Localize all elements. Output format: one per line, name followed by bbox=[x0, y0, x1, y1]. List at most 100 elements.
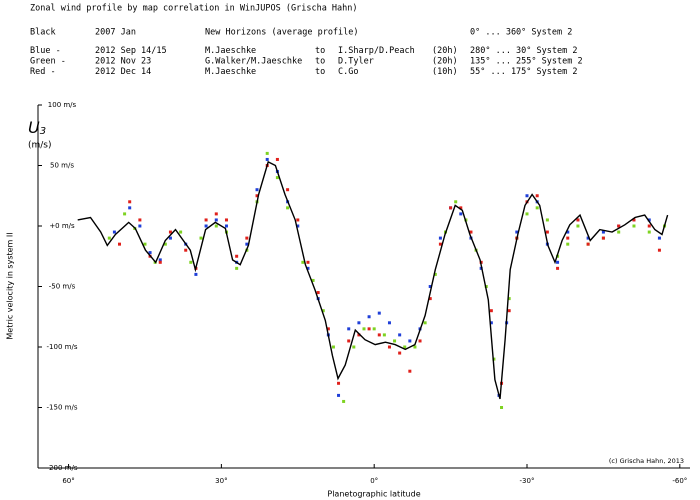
data-point bbox=[647, 224, 651, 228]
profile-line bbox=[77, 160, 669, 400]
data-point bbox=[275, 176, 279, 180]
data-point bbox=[535, 206, 539, 210]
data-point bbox=[601, 230, 605, 234]
chart-title: Zonal wind profile by map correlation in… bbox=[30, 4, 358, 14]
data-point bbox=[438, 236, 442, 240]
data-point bbox=[128, 200, 132, 204]
data-point bbox=[107, 236, 111, 240]
data-point bbox=[423, 321, 427, 325]
header-cell: 2012 Nov 23 bbox=[95, 57, 151, 67]
data-point bbox=[413, 345, 417, 349]
header-cell: (10h) bbox=[432, 67, 458, 77]
x-axis-label: Planetographic latitude bbox=[327, 490, 420, 499]
y-tick-label: -200 m/s bbox=[47, 464, 78, 472]
data-point bbox=[214, 218, 218, 222]
data-point bbox=[347, 339, 351, 343]
data-point bbox=[128, 206, 132, 210]
data-point bbox=[214, 212, 218, 216]
data-point bbox=[123, 212, 127, 216]
data-point bbox=[138, 224, 142, 228]
data-point bbox=[306, 266, 310, 270]
data-point bbox=[657, 248, 661, 252]
data-point bbox=[357, 333, 361, 337]
header-cell: Red - bbox=[30, 67, 56, 77]
header-cell: (20h) bbox=[432, 57, 458, 67]
data-point bbox=[525, 194, 529, 198]
data-point bbox=[647, 230, 651, 234]
header-cell: New Horizons (average profile) bbox=[205, 28, 359, 38]
credit: (c) Grischa Hahn, 2013 bbox=[609, 457, 684, 465]
data-point bbox=[566, 230, 570, 234]
data-point bbox=[566, 236, 570, 240]
header-cell: 2007 Jan bbox=[95, 28, 136, 38]
data-point bbox=[647, 218, 651, 222]
data-point bbox=[316, 291, 320, 295]
data-point bbox=[454, 200, 458, 204]
header-cell: 2012 Dec 14 bbox=[95, 67, 151, 77]
data-point bbox=[342, 399, 346, 403]
header-cell: C.Go bbox=[338, 67, 358, 77]
header-cell: G.Walker/M.Jaeschke bbox=[205, 57, 302, 67]
data-point bbox=[286, 206, 290, 210]
data-point bbox=[556, 266, 560, 270]
data-point bbox=[143, 242, 147, 246]
data-point bbox=[632, 218, 636, 222]
data-point bbox=[586, 242, 590, 246]
header-cell: 135° ... 255° System 2 bbox=[470, 57, 583, 67]
data-point bbox=[387, 345, 391, 349]
header-cell: to bbox=[315, 67, 325, 77]
data-point bbox=[408, 369, 412, 373]
data-point bbox=[189, 260, 193, 264]
data-point bbox=[525, 212, 529, 216]
data-point bbox=[179, 230, 183, 234]
data-point bbox=[311, 278, 315, 282]
data-point bbox=[438, 242, 442, 246]
data-point bbox=[601, 236, 605, 240]
data-point bbox=[204, 224, 208, 228]
x-tick-label: -60° bbox=[672, 477, 687, 485]
data-point bbox=[194, 272, 198, 276]
data-point bbox=[515, 230, 519, 234]
data-point bbox=[224, 218, 228, 222]
data-point bbox=[265, 151, 269, 155]
header-cell: M.Jaeschke bbox=[205, 67, 256, 77]
data-point bbox=[428, 297, 432, 301]
data-point bbox=[576, 224, 580, 228]
data-point bbox=[347, 327, 351, 331]
data-point bbox=[545, 230, 549, 234]
data-point bbox=[214, 224, 218, 228]
data-point bbox=[255, 194, 259, 198]
data-point bbox=[138, 218, 142, 222]
data-point bbox=[235, 266, 239, 270]
data-point bbox=[255, 188, 259, 192]
data-point bbox=[112, 230, 116, 234]
data-point bbox=[398, 333, 402, 337]
data-point bbox=[235, 254, 239, 258]
header-cell: D.Tyler bbox=[338, 57, 374, 67]
header-cell: 0° ... 360° System 2 bbox=[470, 28, 572, 38]
data-point bbox=[168, 230, 172, 234]
data-point bbox=[507, 309, 511, 313]
header-cell: 55° ... 175° System 2 bbox=[470, 67, 577, 77]
data-point bbox=[168, 236, 172, 240]
header-cell: Black bbox=[30, 28, 56, 38]
data-point bbox=[382, 333, 386, 337]
x-tick-label: 30° bbox=[215, 477, 227, 485]
data-point bbox=[469, 230, 473, 234]
x-tick-label: -30° bbox=[520, 477, 535, 485]
data-point bbox=[377, 333, 381, 337]
symbol: U3 bbox=[28, 118, 46, 138]
data-point bbox=[387, 321, 391, 325]
data-point bbox=[321, 309, 325, 313]
symbol-subscript: 3 bbox=[40, 126, 46, 137]
data-point bbox=[408, 339, 412, 343]
x-tick-label: 60° bbox=[62, 477, 74, 485]
data-point bbox=[118, 242, 121, 246]
data-point bbox=[245, 242, 249, 246]
data-point bbox=[428, 285, 432, 288]
data-point bbox=[184, 248, 188, 252]
data-point bbox=[449, 206, 453, 210]
data-point bbox=[372, 327, 376, 331]
data-point bbox=[433, 272, 437, 276]
y-tick-label: -150 m/s bbox=[47, 404, 78, 412]
